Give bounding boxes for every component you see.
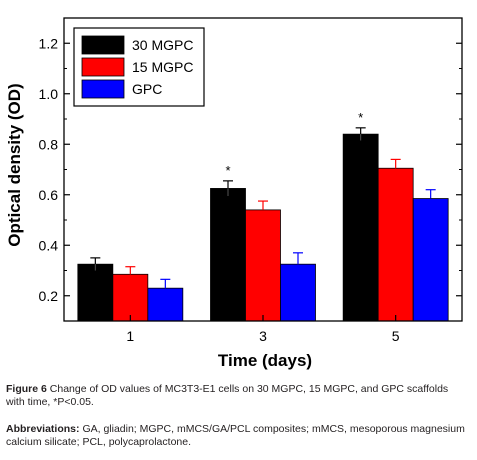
y-axis-label: Optical density (OD) xyxy=(5,83,24,246)
bar-chart: * * 0.2 0.4 0.6 0.8 1.0 1.2 1 3 5 30 MGPC 15 MGPC G… xyxy=(5,17,463,370)
legend-swatch xyxy=(81,79,125,99)
y-tick-label: 0.8 xyxy=(39,136,59,152)
legend-label: 15 MGPC xyxy=(132,59,193,75)
bar xyxy=(412,198,449,322)
abbreviations-label: Abbreviations: xyxy=(6,423,80,435)
y-tick-label: 0.6 xyxy=(39,187,59,203)
x-tick-label: 3 xyxy=(259,328,267,344)
y-tick-label: 1.0 xyxy=(39,86,59,102)
legend-label: 30 MGPC xyxy=(132,37,193,53)
abbreviations-text: GA, gliadin; MGPC, mMCS/GA/PCL composite… xyxy=(6,423,465,448)
legend: 30 MGPC 15 MGPC GPC xyxy=(73,27,205,107)
y-tick-label: 0.4 xyxy=(39,237,59,253)
bar xyxy=(147,287,184,322)
significance-marker: * xyxy=(225,163,230,178)
bar xyxy=(245,209,281,322)
figure-caption: Figure 6 Change of OD values of MC3T3-E1… xyxy=(6,383,468,409)
x-axis-label: Time (days) xyxy=(218,351,312,370)
legend-swatch xyxy=(81,57,125,77)
figure-label: Figure 6 xyxy=(6,383,47,395)
legend-label: GPC xyxy=(132,81,162,97)
y-tick-label: 1.2 xyxy=(39,35,59,51)
bar xyxy=(280,263,316,322)
figure-text: Change of OD values of MC3T3-E1 cells on… xyxy=(6,383,449,408)
significance-marker: * xyxy=(358,110,363,125)
abbreviations: Abbreviations: GA, gliadin; MGPC, mMCS/G… xyxy=(6,423,468,449)
y-tick-label: 0.2 xyxy=(39,288,59,304)
bar xyxy=(342,133,379,322)
bar xyxy=(112,273,149,322)
bar xyxy=(210,188,246,322)
bar xyxy=(377,167,414,322)
x-tick-label: 1 xyxy=(126,328,134,344)
bar xyxy=(77,263,114,322)
x-tick-label: 5 xyxy=(392,328,400,344)
legend-swatch xyxy=(81,35,125,55)
